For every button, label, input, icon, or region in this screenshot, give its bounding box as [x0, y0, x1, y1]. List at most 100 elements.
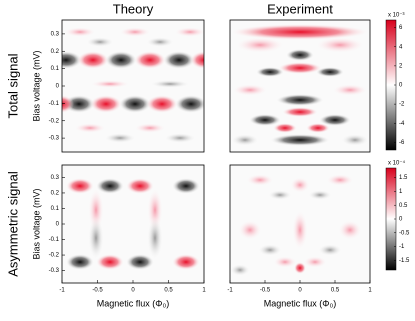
heatmap-pattern — [90, 95, 122, 113]
heatmap-pattern — [273, 256, 297, 268]
heatmap-pattern — [308, 190, 332, 200]
x-tick-label: 1 — [202, 288, 206, 294]
heatmap-pattern — [146, 95, 178, 113]
colorbar-label: x 10⁻³ — [388, 13, 405, 19]
y-tick-label: -0.3 — [49, 136, 60, 142]
heatmap-pattern — [315, 37, 365, 53]
colorbar-tick-label: 0 — [399, 217, 403, 223]
heatmap-pattern — [134, 51, 166, 69]
heatmap-pattern — [292, 210, 308, 250]
y-tick-label: -0.2 — [49, 118, 60, 124]
x-tick-label: 0.5 — [331, 288, 340, 294]
heatmap-pattern — [282, 107, 318, 117]
colorbar-tick-label: -1.5 — [399, 258, 410, 264]
colorbar-tick-label: 6 — [399, 25, 403, 31]
heatmap-pattern — [74, 123, 106, 133]
colorbar-tick-label: -0.5 — [399, 230, 410, 236]
heatmap-pattern — [276, 94, 324, 106]
heatmap-pattern — [119, 95, 151, 113]
y-tick-label: 0.1 — [51, 206, 60, 212]
colorbar-tick-label: 0 — [399, 83, 403, 89]
heatmap-pattern — [332, 84, 368, 96]
colorbar-tick-label: 1 — [399, 189, 403, 195]
y-tick-label: -0.3 — [49, 268, 60, 274]
heatmap-pattern — [246, 174, 274, 186]
y-tick-label: 0 — [56, 222, 60, 228]
x-tick-label: 1 — [368, 288, 372, 294]
x-axis-label: Magnetic flux (Φ₀) — [264, 298, 336, 308]
panel-frame — [229, 19, 371, 153]
heatmap-pattern — [90, 80, 130, 88]
heatmap-pattern — [147, 216, 163, 260]
row-title: Total signal — [5, 53, 20, 118]
heatmap-pattern — [258, 244, 282, 256]
x-tick-label: 0 — [298, 288, 302, 294]
heatmap-pattern — [190, 51, 204, 69]
heatmap-pattern — [126, 178, 154, 194]
heatmap-pattern — [341, 134, 369, 146]
y-tick-label: 0.2 — [51, 191, 60, 197]
colorbar-tick-label: -6 — [399, 140, 405, 146]
heatmap-pattern — [146, 37, 174, 47]
x-tick-label: -0.5 — [260, 288, 271, 294]
heatmap-pattern — [238, 220, 262, 240]
y-axis-label: Bias voltage (mV) — [31, 188, 41, 259]
heatmap-pattern — [306, 123, 330, 133]
column-title: Experiment — [267, 1, 333, 16]
heatmap-pattern — [62, 95, 74, 113]
heatmap-pattern — [231, 134, 259, 146]
heatmap-pattern — [86, 37, 114, 47]
heatmap-pattern — [88, 216, 104, 260]
heatmap-pattern — [256, 67, 284, 77]
y-axis-label: Bias voltage (mV) — [31, 50, 41, 121]
heatmap-pattern — [318, 244, 342, 256]
colorbar-label: x 10⁻⁴ — [388, 160, 406, 167]
column-title: Theory — [113, 1, 154, 16]
heatmap-pattern — [96, 178, 124, 194]
heatmap-pattern — [172, 254, 200, 270]
heatmap-pattern — [303, 256, 327, 268]
heatmap-pattern — [104, 133, 136, 143]
heatmap-pattern — [105, 51, 137, 69]
heatmap — [230, 165, 370, 283]
x-tick-label: -0.5 — [92, 288, 103, 294]
heatmap-pattern — [164, 133, 196, 143]
heatmap-pattern — [338, 220, 362, 240]
colorbar-tick-label: -1 — [399, 244, 405, 250]
heatmap-pattern — [316, 67, 344, 77]
y-tick-label: 0.3 — [51, 175, 60, 181]
heatmap-pattern — [319, 114, 351, 126]
colorbar-tick-label: 0.5 — [399, 203, 408, 209]
heatmap-pattern — [126, 254, 154, 270]
heatmap-pattern — [230, 264, 250, 276]
heatmap-pattern — [290, 177, 310, 193]
heatmap-pattern — [96, 254, 124, 270]
heatmap-pattern — [119, 27, 151, 37]
heatmap-pattern — [62, 51, 82, 69]
heatmap — [62, 20, 204, 152]
heatmap-pattern — [230, 24, 370, 40]
heatmap-pattern — [273, 123, 297, 133]
heatmap-pattern — [163, 51, 195, 69]
x-tick-label: -1 — [227, 288, 233, 294]
colorbar-tick-label: 1.5 — [399, 175, 408, 181]
x-tick-label: 0 — [131, 288, 135, 294]
heatmap-pattern — [235, 37, 285, 53]
heatmap-pattern — [278, 62, 322, 74]
colorbar-tick-label: 2 — [399, 63, 403, 69]
heatmap-pattern — [64, 27, 96, 37]
heatmap-pattern — [77, 51, 109, 69]
y-tick-label: 0.2 — [51, 49, 60, 55]
x-tick-label: -1 — [59, 288, 65, 294]
heatmap-pattern — [134, 123, 166, 133]
y-tick-label: -0.1 — [49, 237, 60, 243]
y-tick-label: 0.1 — [51, 66, 60, 72]
y-tick-label: 0 — [56, 84, 60, 90]
heatmap-pattern — [174, 27, 204, 37]
row-title: Asymmetric signal — [5, 171, 20, 277]
x-axis-label: Magnetic flux (Φ₀) — [97, 298, 169, 308]
heatmap-pattern — [249, 114, 281, 126]
heatmap-pattern — [270, 134, 330, 146]
heatmap-pattern — [66, 178, 94, 194]
